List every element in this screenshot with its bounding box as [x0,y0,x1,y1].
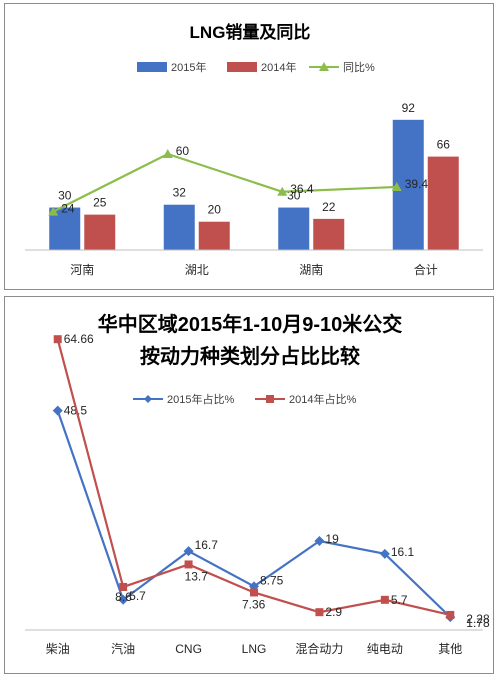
legend: 2015年占比% 2014年占比% [133,392,356,406]
yoy-marker-2 [277,186,288,196]
legend-marker-2015 [144,395,152,403]
series-line-1 [56,338,451,616]
chart-title: LNG销量及同比 [190,22,311,42]
bar-label-2014-1: 20 [208,203,222,217]
yoy-marker-3 [391,181,402,191]
legend-label-2014: 2014年占比% [289,392,356,406]
bar-label-2014-2: 22 [322,200,336,214]
chart-title-line-1: 华中区域2015年1-10月9-10米公交 [98,312,403,336]
bar-2015-2 [278,207,310,250]
yoy-label-3: 39.4 [405,177,429,191]
chart-title-line-2: 按动力种类划分占比比较 [140,344,360,368]
series-0-label-2: 16.7 [195,538,219,552]
legend-marker-2014 [266,395,274,403]
series-0-label-5: 16.1 [391,545,415,559]
legend-swatch-2014 [227,62,257,72]
series-1-marker-1 [119,582,128,591]
bar-2014-0 [84,214,116,250]
series-0-marker-5 [379,548,390,559]
series-1-label-5: 5.7 [391,593,408,607]
series-1-marker-0 [53,335,62,344]
category-label-3: LNG [242,642,267,656]
category-label-0: 柴油 [46,642,70,656]
series-0-label-1: 5.7 [129,589,146,603]
yoy-marker-1 [162,149,173,158]
yoy-label-2: 36.4 [290,182,314,196]
bar-2015-1 [163,204,195,250]
category-label-1: 汽油 [111,641,135,656]
lng-sales-chart: LNG销量及同比 2015年 2014年 同比% 302532203022926… [25,22,483,277]
series-1-label-3: 7.36 [242,597,266,611]
bar-label-2015-3: 92 [402,101,416,115]
category-label-0: 河南 [70,262,94,277]
category-label-1: 湖北 [185,262,209,277]
bar-label-2014-3: 66 [437,138,451,152]
category-label-2: 湖南 [299,262,323,277]
legend: 2015年 2014年 同比% [137,60,375,74]
bus-power-share-chart: 华中区域2015年1-10月9-10米公交 按动力种类划分占比比较 2015年占… [25,312,490,656]
legend-label-yoy: 同比% [343,61,375,74]
legend-label-2015: 2015年占比% [167,392,234,406]
series-0-label-4: 19 [325,532,339,546]
bar-label-2015-1: 32 [173,186,187,200]
series-0-label-3: 8.75 [260,573,284,587]
category-label-6: 其他 [438,642,462,656]
category-label-2: CNG [175,642,202,656]
legend-swatch-2015 [137,62,167,72]
series-1-marker-2 [184,560,193,569]
lng-sales-chart-panel: LNG销量及同比 2015年 2014年 同比% 30 25 32 20 30 22 92 6… [4,3,494,290]
series-1-marker-4 [315,608,324,617]
bar-2014-3 [427,156,459,250]
yoy-marker-0 [48,206,59,216]
category-label-4: 混合动力 [295,641,343,656]
series-0-marker-1 [118,594,129,605]
series-1-label-6: 2.28 [466,612,490,626]
bar-label-2014-0: 25 [93,196,107,210]
yoy-line [52,152,397,213]
category-label-5: 纯电动 [367,642,403,656]
series-0-label-6: 1.78 [466,616,490,630]
series-0-marker-0 [52,405,63,416]
bar-2014-1 [198,221,230,250]
category-label-3: 合计 [414,262,438,277]
legend-label-2014: 2014年 [261,60,296,74]
series-1-marker-3 [250,588,258,597]
legend-marker-yoy [319,62,329,71]
series-0-marker-4 [314,536,325,547]
series-1-label-0: 64.66 [64,332,94,346]
legend-label-2015: 2015年 [171,60,206,74]
bar-2014-2 [313,218,345,250]
series-1-label-4: 2.9 [325,605,342,619]
series-1-label-1: 8.6 [115,590,132,604]
series-1-marker-5 [380,595,389,604]
series-0-marker-2 [183,546,194,557]
yoy-label-1: 60 [176,144,190,158]
series-1-label-2: 13.7 [185,569,209,583]
bar-label-2015-0: 30 [58,189,72,203]
series-1-marker-6 [446,610,455,619]
yoy-label-0: 24 [61,202,75,216]
bus-power-share-chart-panel: 华中区域2015年1-10月9-10米公交 按动力种类划分占比比较 2015年占… [4,296,494,674]
